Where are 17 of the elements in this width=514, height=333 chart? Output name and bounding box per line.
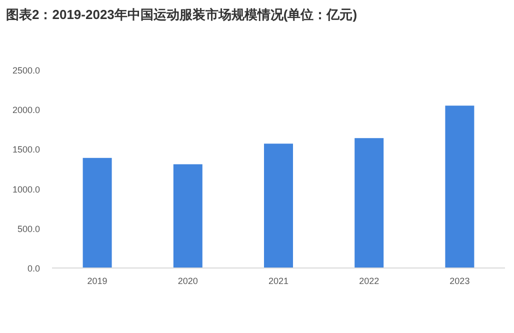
bar bbox=[264, 144, 293, 268]
bar bbox=[173, 164, 202, 268]
y-tick-label: 0.0 bbox=[27, 264, 40, 274]
y-tick-label: 1500.0 bbox=[12, 144, 40, 155]
x-tick-label: 2019 bbox=[87, 276, 108, 286]
x-tick-label: 2023 bbox=[450, 276, 470, 286]
y-tick-label: 2000.0 bbox=[12, 105, 40, 116]
title: 图表2：2019-2023年中国运动服装市场规模情况(单位：亿元) bbox=[6, 6, 358, 23]
bar bbox=[82, 158, 112, 268]
x-tick-label: 2020 bbox=[178, 276, 198, 286]
y-tick-label: 2500.0 bbox=[12, 66, 40, 76]
y-tick-label: 500.0 bbox=[17, 224, 40, 234]
x-tick-label: 2021 bbox=[268, 276, 289, 286]
x-tick-label: 2022 bbox=[359, 276, 380, 286]
y-tick-label: 1000.0 bbox=[12, 184, 40, 194]
bar bbox=[354, 138, 384, 268]
bar bbox=[445, 106, 474, 268]
